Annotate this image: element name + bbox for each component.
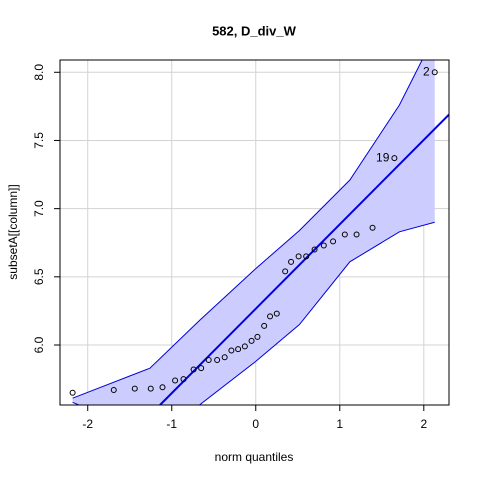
point (353, 231, 360, 238)
point (261, 322, 268, 329)
point (254, 333, 261, 340)
confidence-envelope (72, 60, 435, 405)
x-tick-label: 2 (420, 417, 427, 431)
point (295, 253, 302, 260)
y-axis-label: subsetA[[column]] (6, 184, 20, 279)
point (159, 384, 166, 391)
point (267, 313, 274, 320)
chart-title: 582, D_div_W (212, 23, 297, 38)
y-tick-label: 7.5 (32, 132, 46, 149)
point (228, 347, 235, 354)
y-tick-label: 8.0 (32, 64, 46, 81)
point (303, 253, 310, 260)
point (180, 376, 187, 383)
point (320, 242, 327, 249)
x-tick-label: 1 (336, 417, 343, 431)
plot-area (60, 60, 449, 405)
point (391, 155, 398, 162)
y-tick-label: 6.0 (32, 336, 46, 353)
envelope-lower (72, 221, 435, 405)
point (273, 310, 280, 317)
point (341, 231, 348, 238)
point-label: 2 (423, 64, 430, 78)
point-label: 19 (376, 150, 390, 164)
point (147, 385, 154, 392)
point (311, 246, 318, 253)
plot-frame (59, 59, 450, 406)
y-tick-label: 7.0 (32, 200, 46, 217)
x-tick-label: -1 (166, 417, 177, 431)
point (110, 387, 117, 393)
point (131, 385, 138, 392)
point (198, 365, 205, 372)
x-tick-label: -2 (82, 417, 93, 431)
point (241, 343, 248, 350)
point (221, 354, 228, 361)
point (431, 69, 438, 76)
x-axis-label: norm quantiles (215, 450, 294, 464)
point (190, 366, 197, 373)
point (248, 337, 255, 344)
y-tick-label: 6.5 (32, 268, 46, 285)
point (369, 224, 376, 231)
point (214, 357, 221, 363)
point (172, 377, 179, 384)
reference-line (159, 113, 449, 405)
point (330, 238, 337, 245)
point (235, 346, 242, 353)
point (69, 389, 76, 396)
point (282, 268, 289, 275)
point (288, 258, 295, 265)
x-tick-label: 0 (252, 417, 259, 431)
point (205, 357, 212, 363)
envelope-upper (72, 60, 423, 399)
